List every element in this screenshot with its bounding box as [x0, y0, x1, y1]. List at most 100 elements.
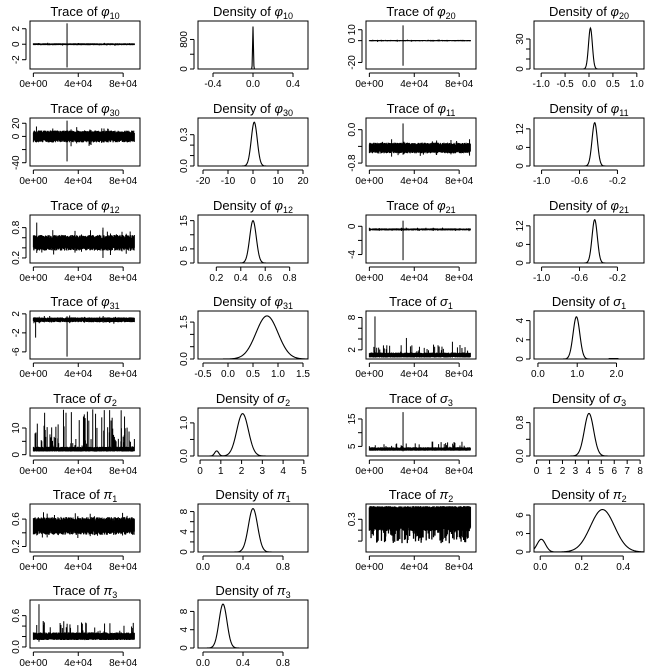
- x-tick-label: 4e+04: [64, 369, 93, 380]
- y-tick-label: 4: [179, 529, 190, 535]
- y-tick-label: 0.6: [11, 608, 22, 622]
- y-tick-label: 15: [179, 215, 190, 227]
- x-tick-label: 4e+04: [64, 273, 93, 284]
- y-tick-label: 8: [179, 508, 190, 514]
- trace-series: [368, 139, 471, 157]
- x-tick-label: -0.2: [609, 176, 627, 187]
- data-layer: [368, 25, 471, 66]
- title-subscript: 21: [619, 205, 629, 215]
- x-tick-label: 0.0: [196, 562, 210, 573]
- panel-title: Trace of φ11: [387, 101, 456, 118]
- panel-3: Density of φ20 -1.0 -0.5 0.0 0.5 1.0 0 30: [515, 4, 645, 90]
- panel-title: Density of σ1: [552, 294, 626, 311]
- x-tick-label: 0e+00: [355, 466, 384, 477]
- density-curve: [534, 26, 644, 69]
- x-tick-label: 0e+00: [355, 369, 384, 380]
- x-tick-label: 0.5: [606, 79, 620, 90]
- panel-13: Density of φ31 -0.5 0.0 0.5 1.0 1.5 0.0 1.5: [179, 294, 310, 380]
- x-tick-label: 1.5: [296, 369, 310, 380]
- plot-frame: [533, 503, 645, 553]
- data-layer: [198, 219, 308, 263]
- x-tick-label: 0e+00: [19, 273, 48, 284]
- title-symbol: π: [613, 487, 622, 502]
- y-tick-label: 30: [515, 33, 526, 45]
- data-layer: [198, 413, 308, 456]
- panel-title: Trace of π2: [389, 487, 454, 504]
- y-tick-label: 0.3: [347, 512, 358, 526]
- plot-frame: [197, 117, 309, 167]
- x-tick-label: 0.2: [209, 273, 223, 284]
- y-tick-label: 0: [515, 549, 526, 555]
- x-tick-label: 0e+00: [19, 369, 48, 380]
- plot-frame: [197, 310, 309, 360]
- panel-title: Density of π3: [215, 583, 290, 600]
- x-tick-label: 4e+04: [400, 176, 429, 187]
- panel-title: Trace of σ1: [389, 294, 453, 311]
- title-symbol: σ: [277, 391, 286, 406]
- title-subscript: 30: [110, 108, 120, 118]
- title-subscript: 12: [283, 205, 293, 215]
- trace-series: [32, 230, 135, 256]
- density-curve: [198, 26, 308, 69]
- x-tick-label: -1.0: [533, 273, 551, 284]
- x-tick-label: 0e+00: [355, 79, 384, 90]
- y-tick-label: 2: [515, 337, 526, 343]
- panel-title: Density of π2: [551, 487, 626, 504]
- y-tick-label: -2: [11, 328, 22, 337]
- data-layer: [32, 604, 135, 642]
- y-tick-label: 6: [515, 512, 526, 518]
- x-tick-label: 4e+04: [64, 176, 93, 187]
- data-layer: [32, 315, 135, 357]
- y-tick-label: 2: [11, 26, 22, 32]
- x-tick-label: 0.0: [246, 79, 260, 90]
- y-tick-label: 0: [11, 451, 22, 457]
- data-layer: [368, 220, 471, 261]
- y-tick-label: 0.0: [515, 449, 526, 463]
- title-subscript: 12: [110, 205, 120, 215]
- x-tick-label: 2.0: [610, 369, 624, 380]
- y-tick-label: 6: [515, 144, 526, 150]
- x-tick-label: 0.0: [533, 562, 547, 573]
- x-tick-label: 8e+04: [445, 79, 474, 90]
- y-tick-label: 0: [515, 260, 526, 266]
- panel-16: Trace of σ2 0e+00 4e+04 8e+04 0 10: [11, 391, 141, 477]
- x-tick-label: -0.6: [571, 273, 589, 284]
- panel-title: Density of σ3: [552, 391, 626, 408]
- x-tick-label: -0.2: [609, 273, 627, 284]
- panel-title: Density of φ21: [549, 198, 629, 215]
- x-tick-label: 5: [301, 466, 307, 477]
- y-tick-label: 0: [179, 66, 190, 72]
- x-tick-label: -20: [196, 176, 211, 187]
- density-curve: [534, 219, 644, 263]
- x-tick-label: 1: [547, 466, 553, 477]
- title-text: Trace of: [389, 391, 440, 406]
- panel-title: Trace of π3: [53, 583, 118, 600]
- plot-frame: [533, 214, 645, 264]
- x-tick-label: 0.0: [582, 79, 596, 90]
- density-curve: [534, 412, 644, 456]
- title-subscript: 3: [286, 590, 291, 600]
- x-tick-label: 0.2: [575, 562, 589, 573]
- x-tick-label: 0e+00: [355, 562, 384, 573]
- panel-title: Trace of φ21: [386, 198, 455, 215]
- data-layer: [368, 123, 471, 157]
- y-tick-label: 12: [515, 123, 526, 135]
- y-tick-label: 1.0: [179, 416, 190, 430]
- title-subscript: 2: [285, 398, 290, 408]
- title-text: Density of: [215, 583, 276, 598]
- title-symbol: σ: [104, 391, 113, 406]
- data-layer: [198, 507, 308, 552]
- title-subscript: 10: [283, 11, 293, 21]
- title-text: Density of: [549, 101, 610, 116]
- data-layer: [534, 26, 644, 69]
- data-layer: [534, 508, 644, 552]
- x-tick-label: 0.5: [246, 369, 260, 380]
- x-tick-label: 0.4: [616, 562, 630, 573]
- x-tick-label: 8e+04: [445, 176, 474, 187]
- plot-frame: [29, 599, 141, 649]
- y-tick-label: 8: [347, 314, 358, 320]
- y-tick-label: 2: [11, 311, 22, 317]
- x-tick-label: 6: [611, 466, 617, 477]
- plot-frame: [29, 503, 141, 553]
- y-tick-label: 10: [11, 422, 22, 434]
